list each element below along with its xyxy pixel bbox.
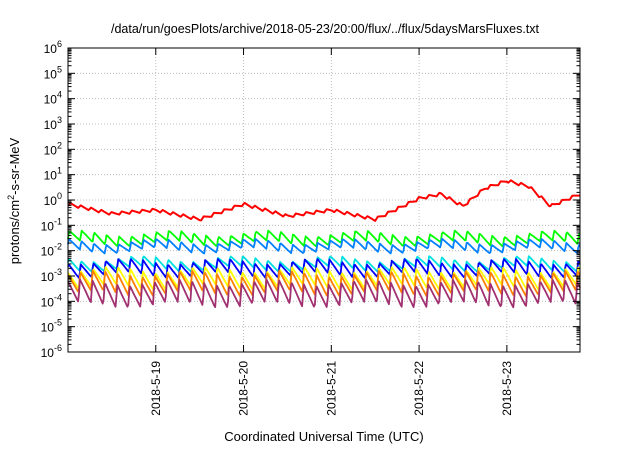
y-tick-base: 10 xyxy=(44,118,58,132)
x-tick-layer: 2018-5-19 2018-5-20 2018-5-21 2018-5-22 2018… xyxy=(149,48,514,416)
y-axis-label: protons/cm2-s-sr-MeV xyxy=(6,137,22,264)
y-tick-base: 10 xyxy=(44,194,58,208)
y-tick-label: 10-1 xyxy=(41,216,62,233)
y-tick-exp: 3 xyxy=(57,115,62,125)
y-tick-label: 10-2 xyxy=(41,242,62,259)
y-tick-label: 100 xyxy=(44,191,62,208)
y-tick-base: 10 xyxy=(44,169,58,183)
y-tick-exp: -3 xyxy=(54,267,62,277)
series-line-8 xyxy=(67,278,581,309)
y-tick-exp: -5 xyxy=(54,318,62,328)
y-tick-label: 106 xyxy=(44,39,62,56)
series-layer xyxy=(67,179,581,309)
grid-layer xyxy=(68,48,580,352)
y-tick-label: 10-6 xyxy=(41,343,62,360)
series-line-5 xyxy=(67,258,581,280)
y-tick-label: 10-4 xyxy=(41,292,62,309)
y-tick-layer: 10-610-510-410-310-210-11001011021031041… xyxy=(41,39,580,360)
y-tick-exp: 1 xyxy=(57,166,62,176)
y-tick-base: 10 xyxy=(44,42,58,56)
y-tick-label: 10-5 xyxy=(41,318,62,335)
x-tick-label: 2018-5-19 xyxy=(149,361,163,416)
y-tick-label: 101 xyxy=(44,166,62,183)
y-tick-exp: 0 xyxy=(57,191,62,201)
y-tick-label: 10-3 xyxy=(41,267,62,284)
y-tick-base: 10 xyxy=(44,143,58,157)
y-tick-base: 10 xyxy=(44,93,58,107)
series-line-2 xyxy=(67,229,581,248)
y-tick-base: 10 xyxy=(41,295,55,309)
y-tick-exp: -4 xyxy=(54,292,62,302)
x-tick-label: 2018-5-21 xyxy=(324,361,338,416)
y-axis-label-pre: protons/cm xyxy=(7,200,22,264)
series-line-3 xyxy=(67,237,581,255)
x-tick-label: 2018-5-23 xyxy=(500,361,514,416)
y-tick-exp: 6 xyxy=(57,39,62,49)
y-tick-exp: 5 xyxy=(57,64,62,74)
y-tick-base: 10 xyxy=(44,67,58,81)
y-tick-exp: 2 xyxy=(57,140,62,150)
chart-title: /data/run/goesPlots/archive/2018-05-23/2… xyxy=(111,22,540,36)
y-tick-base: 10 xyxy=(41,346,55,360)
y-axis-label-post: -s-sr-MeV xyxy=(7,137,22,194)
y-tick-base: 10 xyxy=(41,245,55,259)
series-line-1 xyxy=(67,179,581,222)
x-axis-label: Coordinated Universal Time (UTC) xyxy=(224,429,423,444)
y-tick-label: 102 xyxy=(44,140,62,157)
y-tick-label: 103 xyxy=(44,115,62,132)
y-axis-label-sup: 2 xyxy=(6,195,16,200)
x-tick-label: 2018-5-22 xyxy=(412,361,426,416)
y-tick-label: 104 xyxy=(44,90,62,107)
y-tick-exp: -2 xyxy=(54,242,62,252)
y-tick-exp: 4 xyxy=(57,90,62,100)
y-tick-label: 105 xyxy=(44,64,62,81)
y-tick-base: 10 xyxy=(41,270,55,284)
x-tick-label: 2018-5-20 xyxy=(237,361,251,416)
y-tick-exp: -1 xyxy=(54,216,62,226)
y-tick-base: 10 xyxy=(41,219,55,233)
y-tick-base: 10 xyxy=(41,321,55,335)
y-tick-exp: -6 xyxy=(54,343,62,353)
